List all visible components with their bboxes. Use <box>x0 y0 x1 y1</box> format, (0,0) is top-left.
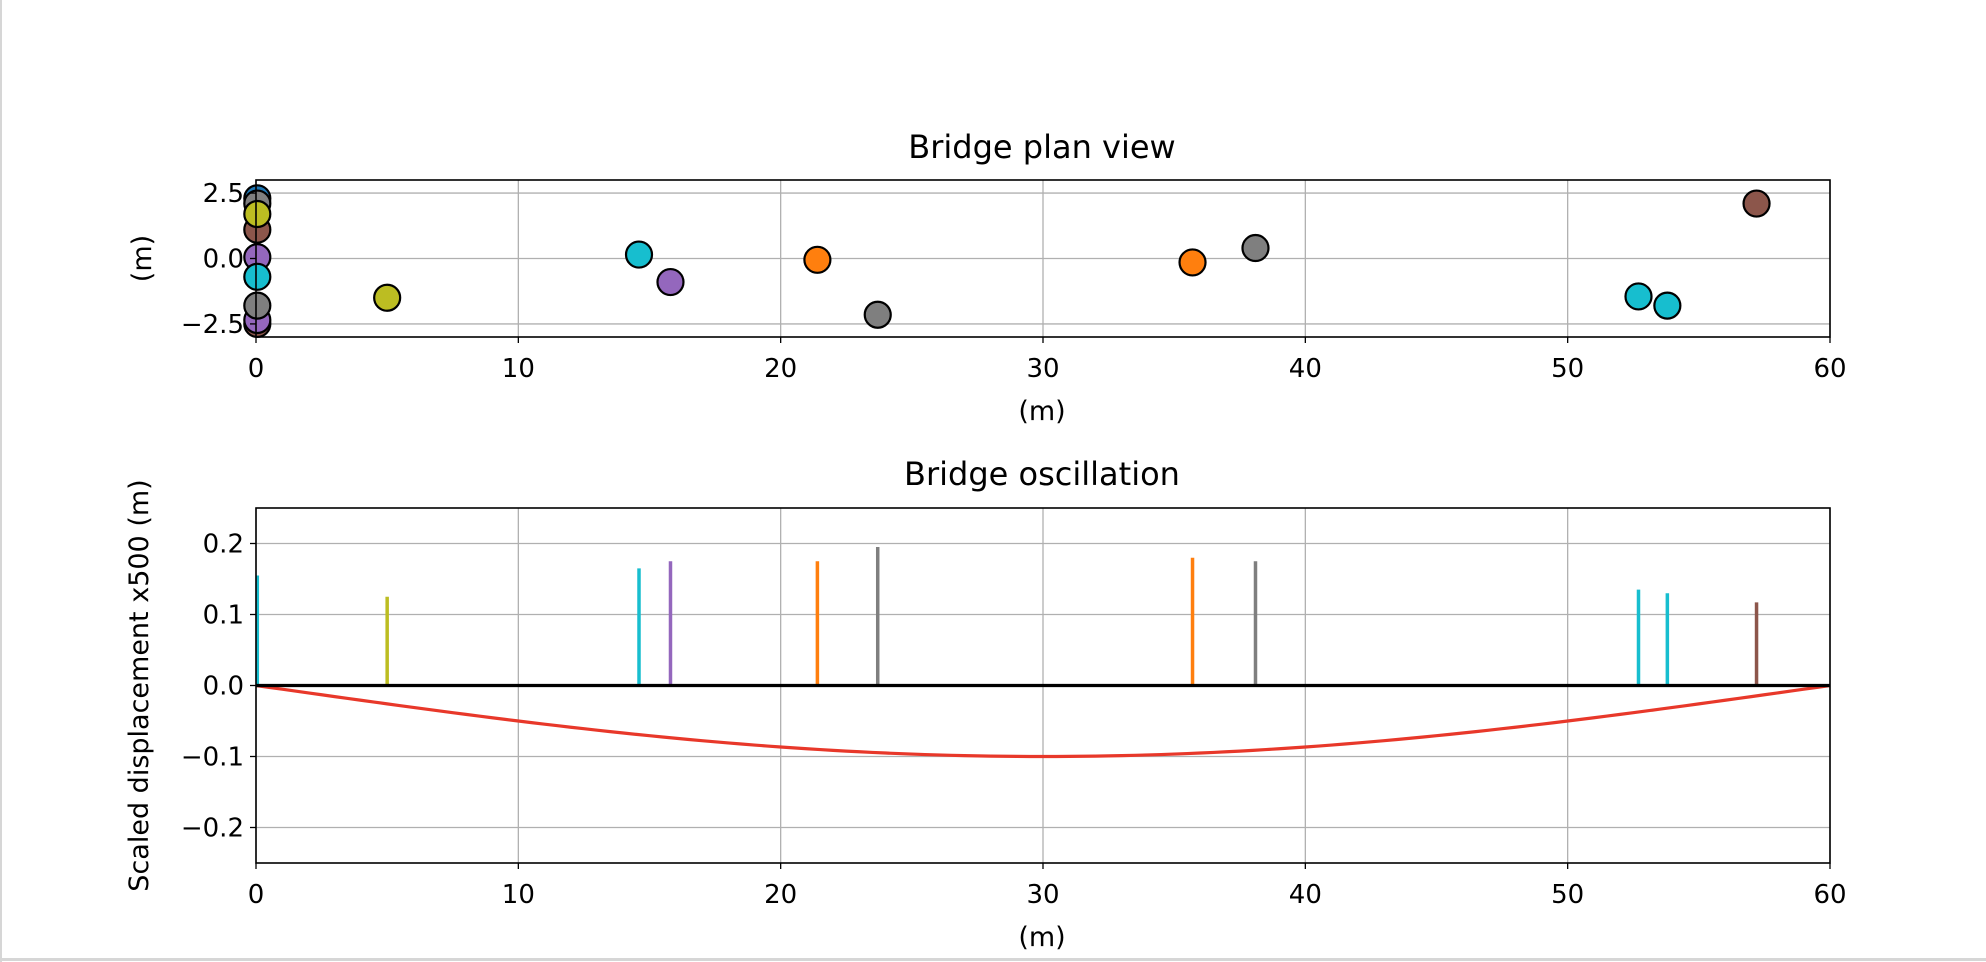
oscillation-x-axis-label: (m) <box>1018 922 1065 953</box>
oscillation-y-axis-label: Scaled displacement x500 (m) <box>124 479 155 891</box>
vehicle-point <box>373 283 402 312</box>
vehicle-point <box>1178 248 1207 277</box>
oscillation-x-tick-label: 0 <box>248 880 265 910</box>
plan-view-y-tick-label: −2.5 <box>181 310 244 340</box>
plan-view-y-axis-label: (m) <box>127 235 158 282</box>
vehicle-point <box>1624 282 1653 311</box>
plan-view-y-tick-label: 0.0 <box>203 245 244 275</box>
plan-view-x-tick-label: 50 <box>1551 354 1584 384</box>
oscillation-x-tick-label: 30 <box>1026 880 1059 910</box>
plan-view-x-tick-label: 30 <box>1026 354 1059 384</box>
plan-view-x-tick-label: 60 <box>1813 354 1846 384</box>
plan-view-x-tick-label: 20 <box>764 354 797 384</box>
plan-view-x-tick-label: 10 <box>502 354 535 384</box>
plan-view-y-tick-label: 2.5 <box>203 179 244 209</box>
oscillation-y-tick-label: −0.1 <box>181 743 244 773</box>
vehicle-point <box>1241 233 1270 263</box>
vehicle-point <box>863 300 892 329</box>
vehicle-point <box>243 199 272 229</box>
oscillation-x-tick-label: 60 <box>1813 880 1846 910</box>
oscillation-y-tick-label: 0.2 <box>203 530 244 560</box>
oscillation-y-tick-label: −0.2 <box>181 814 244 844</box>
window-bottom-edge <box>0 958 1986 961</box>
vehicle-point <box>803 245 832 274</box>
vehicle-point <box>1653 291 1682 320</box>
bridge-deflection-curve <box>255 683 1831 759</box>
vehicle-point <box>243 291 272 320</box>
oscillation-y-tick-label: 0.0 <box>203 672 244 702</box>
plan-view-x-tick-label: 40 <box>1289 354 1322 384</box>
plan-view-plot: Bridge plan view 0 10 20 30 40 50 60 2.5 0.0 −2.5… <box>127 128 1847 427</box>
oscillation-x-tick-label: 10 <box>502 880 535 910</box>
oscillation-x-tick-label: 20 <box>764 880 797 910</box>
oscillation-y-tick-label: 0.1 <box>203 601 244 631</box>
vehicle-point <box>243 262 272 291</box>
vehicle-point <box>624 240 654 269</box>
vehicle-point <box>656 267 685 297</box>
plan-view-title: Bridge plan view <box>908 128 1175 166</box>
vehicle-point <box>1742 189 1771 218</box>
oscillation-x-tick-label: 40 <box>1289 880 1322 910</box>
oscillation-title: Bridge oscillation <box>904 455 1180 493</box>
oscillation-plot: Bridge oscillation 0 10 20 30 40 50 60 0.2 0.1 0.… <box>124 455 1847 953</box>
plan-view-x-tick-label: 0 <box>248 354 265 384</box>
window-left-edge <box>0 0 2 962</box>
plan-view-x-axis-label: (m) <box>1018 396 1065 427</box>
oscillation-x-tick-label: 50 <box>1551 880 1584 910</box>
